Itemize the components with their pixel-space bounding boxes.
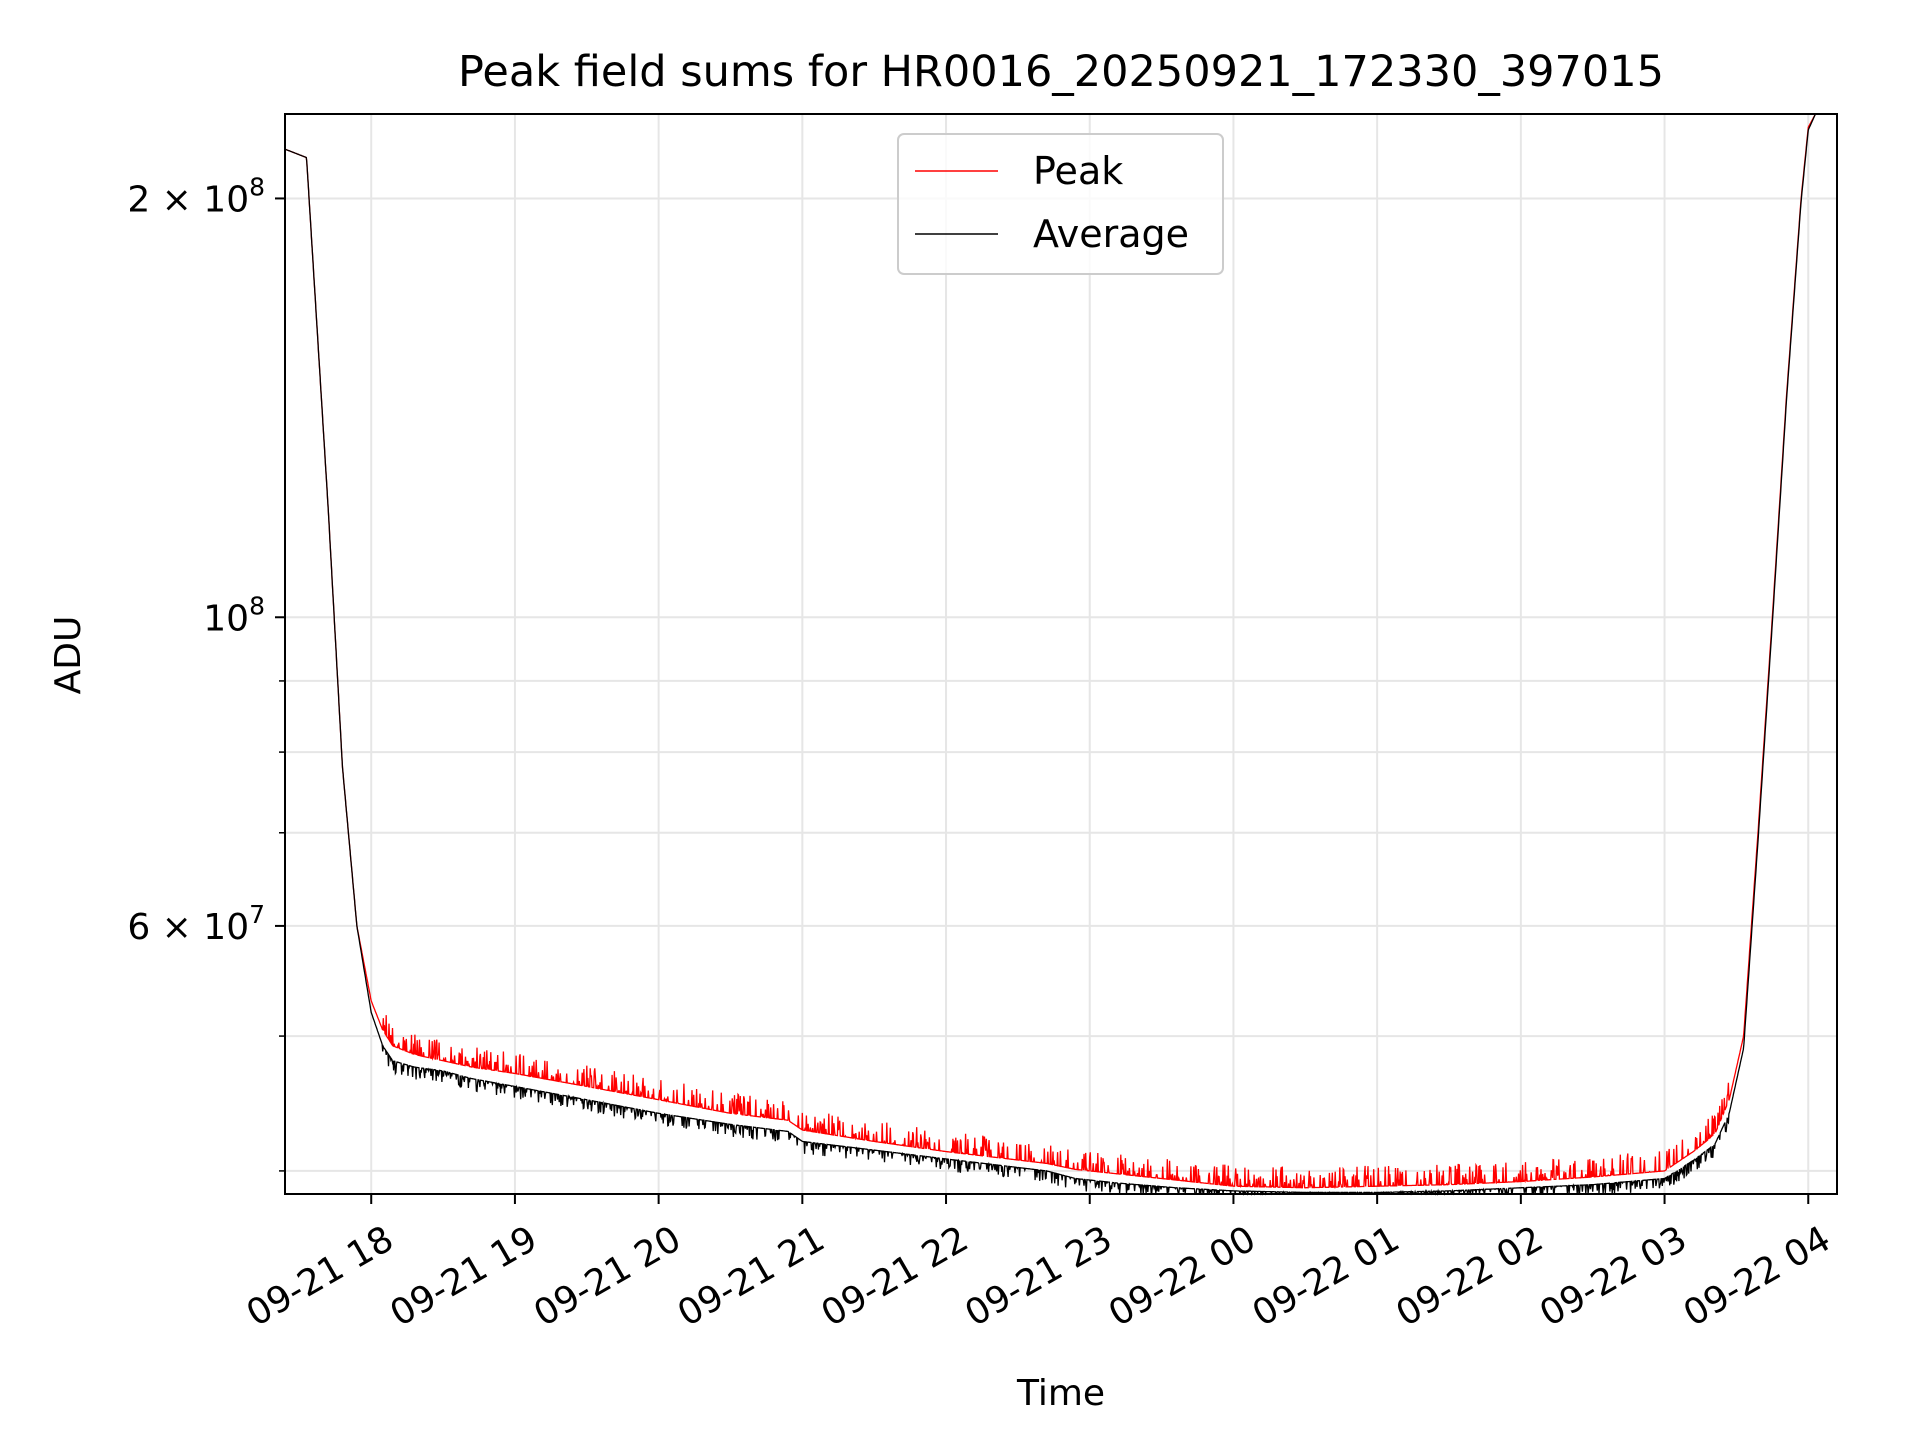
x-axis-label: Time bbox=[1016, 1373, 1105, 1414]
y-axis-label: ADU bbox=[48, 616, 89, 695]
y-axis: 2 × 108 108 6 × 107 bbox=[127, 172, 285, 1172]
series-average bbox=[284, 114, 1816, 1196]
y-tick-label: 2 × 108 bbox=[127, 172, 265, 220]
y-tick-label: 6 × 107 bbox=[127, 900, 265, 948]
legend-peak-label: Peak bbox=[1033, 149, 1123, 193]
series-average-line bbox=[284, 114, 1816, 1196]
series-peak-line bbox=[284, 114, 1816, 1190]
y-tick-label: 108 bbox=[203, 591, 265, 639]
legend-average-label: Average bbox=[1033, 212, 1189, 256]
legend-box bbox=[897, 133, 1224, 275]
legend: Peak Average bbox=[897, 133, 1224, 275]
plot-frame bbox=[284, 113, 1838, 1195]
chart-title: Peak field sums for HR0016_20250921_1723… bbox=[458, 47, 1664, 97]
grid bbox=[285, 114, 1837, 1194]
series-peak bbox=[284, 114, 1816, 1190]
